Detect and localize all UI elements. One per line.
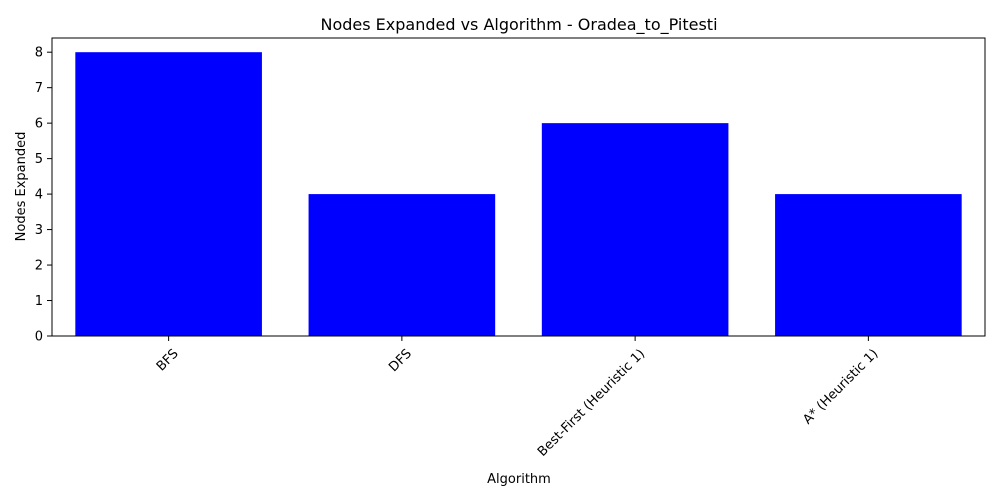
y-tick-label-3: 3 xyxy=(35,223,43,238)
y-tick-label-7: 7 xyxy=(35,81,43,96)
y-tick-label-8: 8 xyxy=(35,46,43,61)
y-tick-label-4: 4 xyxy=(35,188,43,203)
x-axis-label: Algorithm xyxy=(487,472,551,487)
y-tick-label-2: 2 xyxy=(35,259,43,274)
x-tick-label-3: A* (Heuristic 1) xyxy=(800,346,881,427)
bar-2 xyxy=(541,123,729,337)
plot-area: 0 1 2 3 4 5 6 7 8 BFS DFS Best-First (Heuristic 1) A… xyxy=(35,37,986,460)
x-tick-label-0: BFS xyxy=(154,346,182,374)
y-tick-label-0: 0 xyxy=(35,330,43,345)
bar-3 xyxy=(775,194,962,336)
y-tick-label-6: 6 xyxy=(35,117,43,132)
chart-title: Nodes Expanded vs Algorithm - Oradea_to_… xyxy=(320,15,717,35)
x-tick-label-2: Best-First (Heuristic 1) xyxy=(535,346,648,459)
bar-1 xyxy=(308,194,496,336)
bar-0 xyxy=(75,52,262,336)
plot-frame xyxy=(51,37,986,337)
y-tick-label-5: 5 xyxy=(35,152,43,167)
x-tick-label-1: DFS xyxy=(386,346,415,375)
y-axis-label: Nodes Expanded xyxy=(14,132,29,242)
y-tick-label-1: 1 xyxy=(35,294,43,309)
